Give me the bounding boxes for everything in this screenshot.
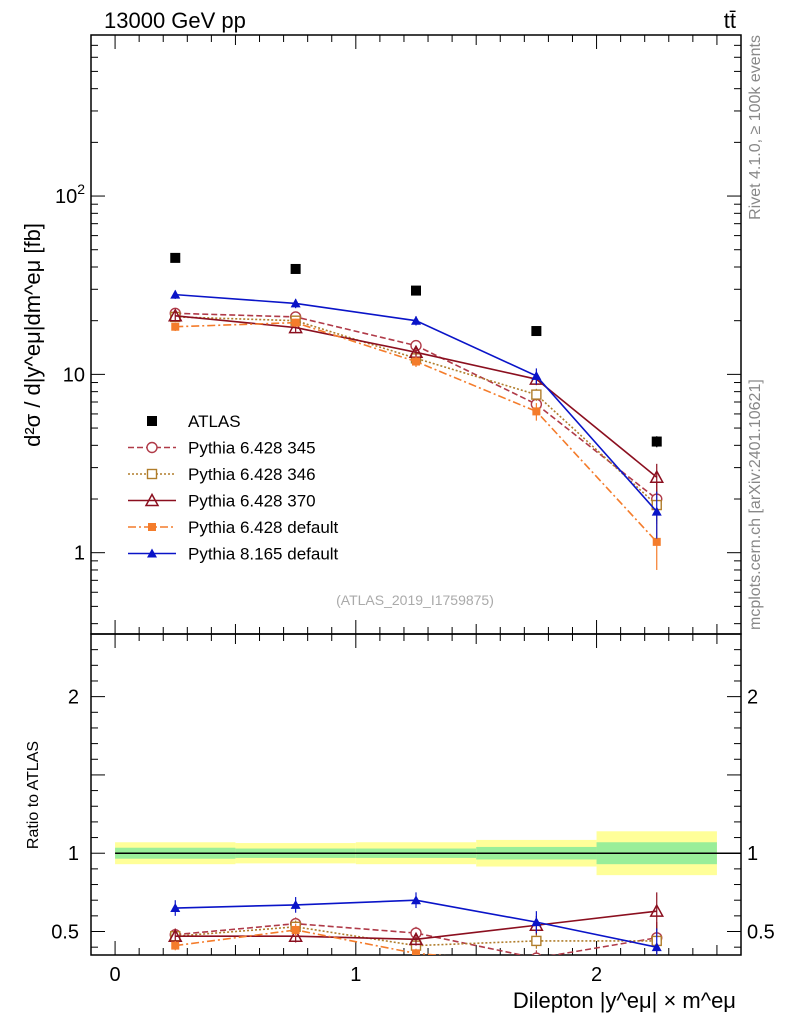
legend-label: Pythia 6.428 345 [188, 439, 316, 458]
analysis-watermark: (ATLAS_2019_I1759875) [336, 592, 494, 608]
main-y-axis-label: d²σ / d|y^eμ|dm^eμ [fb] [20, 223, 45, 447]
data-point [167, 308, 183, 322]
ratio-point [653, 964, 661, 972]
ratio-plot: 0.5 0.5 1 1 2 2 0 1 2 [51, 633, 775, 986]
legend-item-1: Pythia 6.428 345 [128, 439, 316, 458]
data-point [290, 298, 301, 308]
ratio-series-3 [171, 923, 661, 972]
legend-label: Pythia 6.428 346 [188, 465, 316, 484]
legend-label: ATLAS [188, 412, 241, 431]
ratio-point [651, 942, 662, 952]
data-point [531, 389, 542, 400]
ratio-point [288, 928, 303, 942]
ratio-point [290, 899, 301, 909]
ratio-series-4 [170, 892, 662, 955]
x-tick-label: 1 [350, 964, 361, 986]
y-tick-label: 1 [68, 843, 79, 865]
energy-label: 13000 GeV pp [104, 8, 246, 33]
y-tick-label: 102 [55, 181, 85, 208]
y-tick-label: 10 [63, 364, 85, 386]
rivet-label: Rivet 4.1.0, ≥ 100k events [747, 35, 764, 220]
data-point [171, 322, 180, 331]
ratio-point [408, 931, 424, 946]
data-point [531, 370, 542, 380]
data-point [170, 289, 181, 299]
legend-marker [146, 468, 158, 480]
series-line [175, 316, 658, 506]
y-tick-label: 0.5 [51, 922, 79, 944]
ratio-y-axis-label: Ratio to ATLAS [25, 741, 42, 849]
data-point [532, 407, 541, 416]
legend-label: Pythia 8.165 default [188, 545, 339, 564]
data-point [651, 506, 662, 516]
ratio-point [649, 903, 665, 917]
legend-item-4: Pythia 6.428 default [128, 518, 339, 537]
x-tick-label: 0 [110, 964, 121, 986]
ratio-point [531, 952, 542, 955]
data-point [290, 263, 301, 274]
ratio-point [531, 935, 542, 947]
data-point [649, 469, 665, 483]
x-axis-label: Dilepton |y^eμ| × m^eμ [513, 988, 736, 1013]
data-point [291, 318, 300, 327]
legend-item-3: Pythia 6.428 370 [128, 492, 316, 511]
series-1 [169, 307, 663, 522]
ratio-point [411, 895, 421, 905]
main-plot: 1 10 102 [55, 34, 742, 635]
legend-item-0: ATLAS [147, 412, 241, 431]
legend-item-2: Pythia 6.428 346 [128, 465, 316, 484]
ratio-point [412, 949, 420, 955]
y-tick-label: 2 [68, 687, 79, 709]
data-point [651, 436, 662, 447]
mcplots-label: mcplots.cern.ch [arXiv:2401.10621] [747, 379, 764, 630]
ratio-point [531, 917, 542, 927]
legend-marker [144, 492, 160, 507]
legend-marker [147, 548, 157, 558]
process-label: tt̄ [724, 8, 736, 33]
ratio-point [170, 903, 181, 913]
legend-item-5: Pythia 8.165 default [128, 545, 339, 564]
legend: ATLAS Pythia 6.428 345 Pythia 6.428 346 Pyt… [128, 412, 339, 564]
data-point [411, 315, 421, 325]
legend-label: Pythia 6.428 370 [188, 492, 316, 511]
legend-marker [146, 441, 158, 454]
ratio-point [291, 925, 300, 934]
y-tick-label-right: 2 [747, 687, 758, 709]
legend-label: Pythia 6.428 default [188, 518, 339, 537]
ratio-series-group [167, 892, 665, 972]
ratio-series-line [175, 926, 657, 947]
data-point [412, 357, 420, 366]
ratio-point [171, 941, 180, 950]
data-point [288, 320, 303, 334]
data-point [652, 537, 661, 546]
series-5 [170, 289, 662, 539]
y-tick-label-right: 0.5 [747, 922, 775, 944]
x-tick-label: 2 [591, 964, 602, 986]
y-tick-label: 1 [74, 543, 85, 565]
y-tick-label-right: 1 [747, 843, 758, 865]
legend-marker [148, 523, 156, 531]
data-point [531, 326, 542, 337]
legend-marker [147, 416, 157, 426]
data-point [411, 285, 421, 296]
series-0 [170, 252, 662, 448]
data-point [170, 252, 181, 263]
ratio-series-line [175, 922, 657, 955]
ratio-point [532, 959, 540, 967]
